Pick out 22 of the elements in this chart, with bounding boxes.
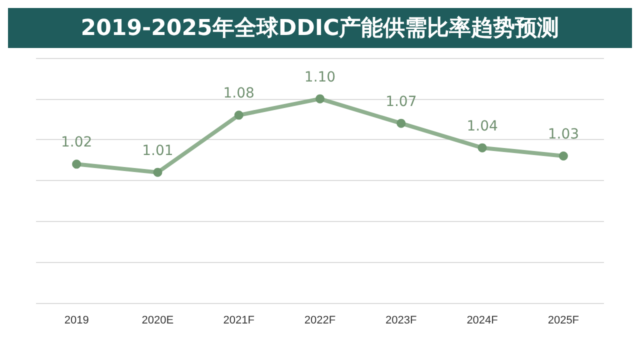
x-tick-label: 2021F — [223, 314, 255, 326]
x-tick-label: 2023F — [386, 314, 418, 326]
data-label: 1.08 — [223, 86, 254, 102]
point — [316, 94, 324, 104]
data-label: 1.03 — [548, 126, 580, 142]
point — [72, 160, 82, 169]
data-label: 1.02 — [60, 134, 92, 151]
point — [396, 118, 406, 128]
data-label: 1.01 — [142, 142, 174, 159]
x-tick-label: 2025F — [548, 314, 580, 326]
data-label: 1.10 — [304, 69, 336, 86]
data-label: 1.04 — [466, 118, 498, 134]
point — [478, 143, 487, 152]
x-tick-label: 2020E — [142, 314, 174, 326]
chart-title: 2019-2025年全球DDIC产能供需比率趋势预测 — [8, 8, 632, 48]
x-tick-label: 2019 — [64, 314, 89, 326]
point — [153, 168, 162, 177]
x-tick-label: 2024F — [466, 314, 498, 326]
point — [558, 152, 568, 160]
point — [234, 110, 244, 120]
data-label: 1.07 — [386, 94, 417, 110]
x-tick-label: 2022F — [304, 314, 336, 326]
